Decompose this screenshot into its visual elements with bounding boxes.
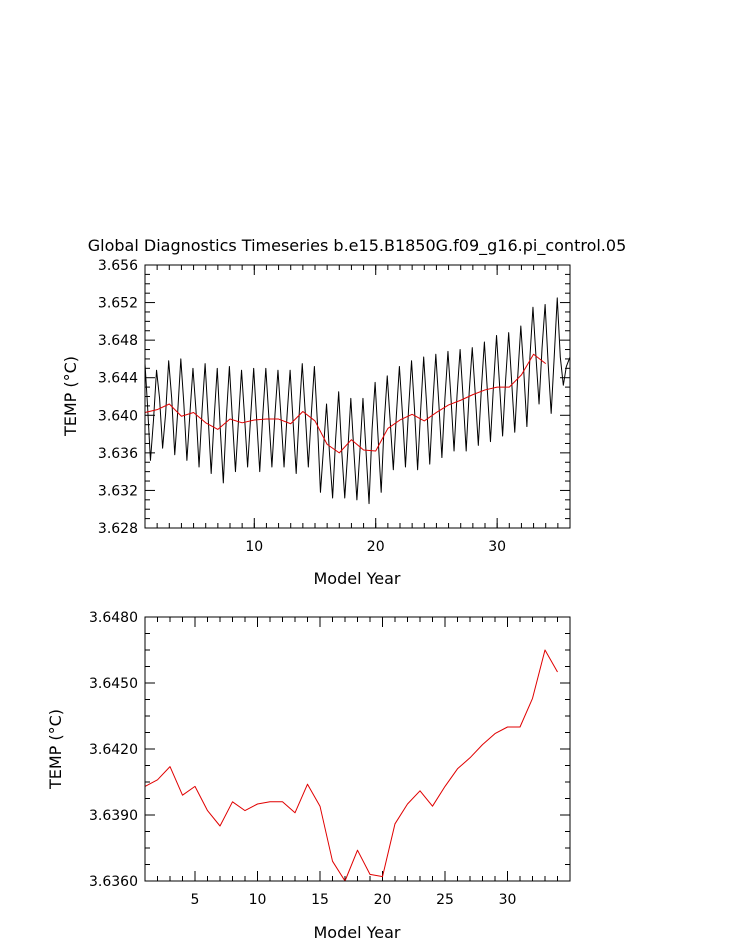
bottom-series-line-1 [144, 649, 558, 882]
bottom-y-tick-label: 3.6420 [89, 742, 138, 758]
top-y-axis-label: TEMP (°C) [61, 356, 80, 437]
top-series-line-1 [144, 297, 571, 505]
top-y-tick-label: 3.636 [98, 446, 138, 462]
top-ticks: 10 20 30 3.628 3.632 3.636 3.640 3.644 3.648 3.65… [98, 258, 571, 555]
top-x-tick-label: 30 [488, 539, 506, 555]
bottom-x-tick-label: 10 [249, 892, 267, 908]
top-x-tick-label: 20 [367, 539, 385, 555]
top-series-line-2 [144, 353, 547, 454]
bottom-series [144, 649, 558, 882]
top-series [144, 297, 571, 505]
bottom-y-tick-label: 3.6360 [89, 874, 138, 890]
bottom-x-tick-label: 5 [191, 892, 200, 908]
bottom-x-tick-label: 15 [311, 892, 329, 908]
bottom-x-tick-label: 30 [499, 892, 517, 908]
top-x-tick-label: 10 [245, 539, 263, 555]
top-y-tick-label: 3.656 [98, 258, 138, 274]
top-y-tick-label: 3.632 [98, 483, 138, 499]
bottom-x-tick-label: 20 [374, 892, 392, 908]
bottom-x-axis-label: Model Year [314, 923, 401, 942]
bottom-ticks: 5 10 15 20 25 30 3.6360 3.6390 3.6420 3.6450 3.648… [89, 610, 571, 908]
top-y-tick-label: 3.640 [98, 408, 138, 424]
bottom-y-axis-label: TEMP (°C) [46, 709, 65, 790]
bottom-chart: 5 10 15 20 25 30 3.6360 3.6390 3.6420 3.6450 3.648… [46, 610, 571, 942]
bottom-x-tick-label: 25 [436, 892, 454, 908]
bottom-plot-frame [144, 616, 571, 882]
bottom-y-tick-label: 3.6480 [89, 610, 138, 626]
top-y-tick-label: 3.644 [98, 371, 138, 387]
chart-title: Global Diagnostics Timeseries b.e15.B185… [88, 236, 627, 256]
top-y-tick-label: 3.652 [98, 296, 138, 312]
top-y-tick-label: 3.628 [98, 521, 138, 537]
top-x-axis-label: Model Year [314, 569, 401, 588]
top-y-tick-label: 3.648 [98, 333, 138, 349]
bottom-y-tick-label: 3.6390 [89, 808, 138, 824]
bottom-y-tick-label: 3.6450 [89, 676, 138, 692]
top-plot-frame [144, 264, 571, 529]
top-chart: Global Diagnostics Timeseries b.e15.B185… [61, 236, 626, 588]
